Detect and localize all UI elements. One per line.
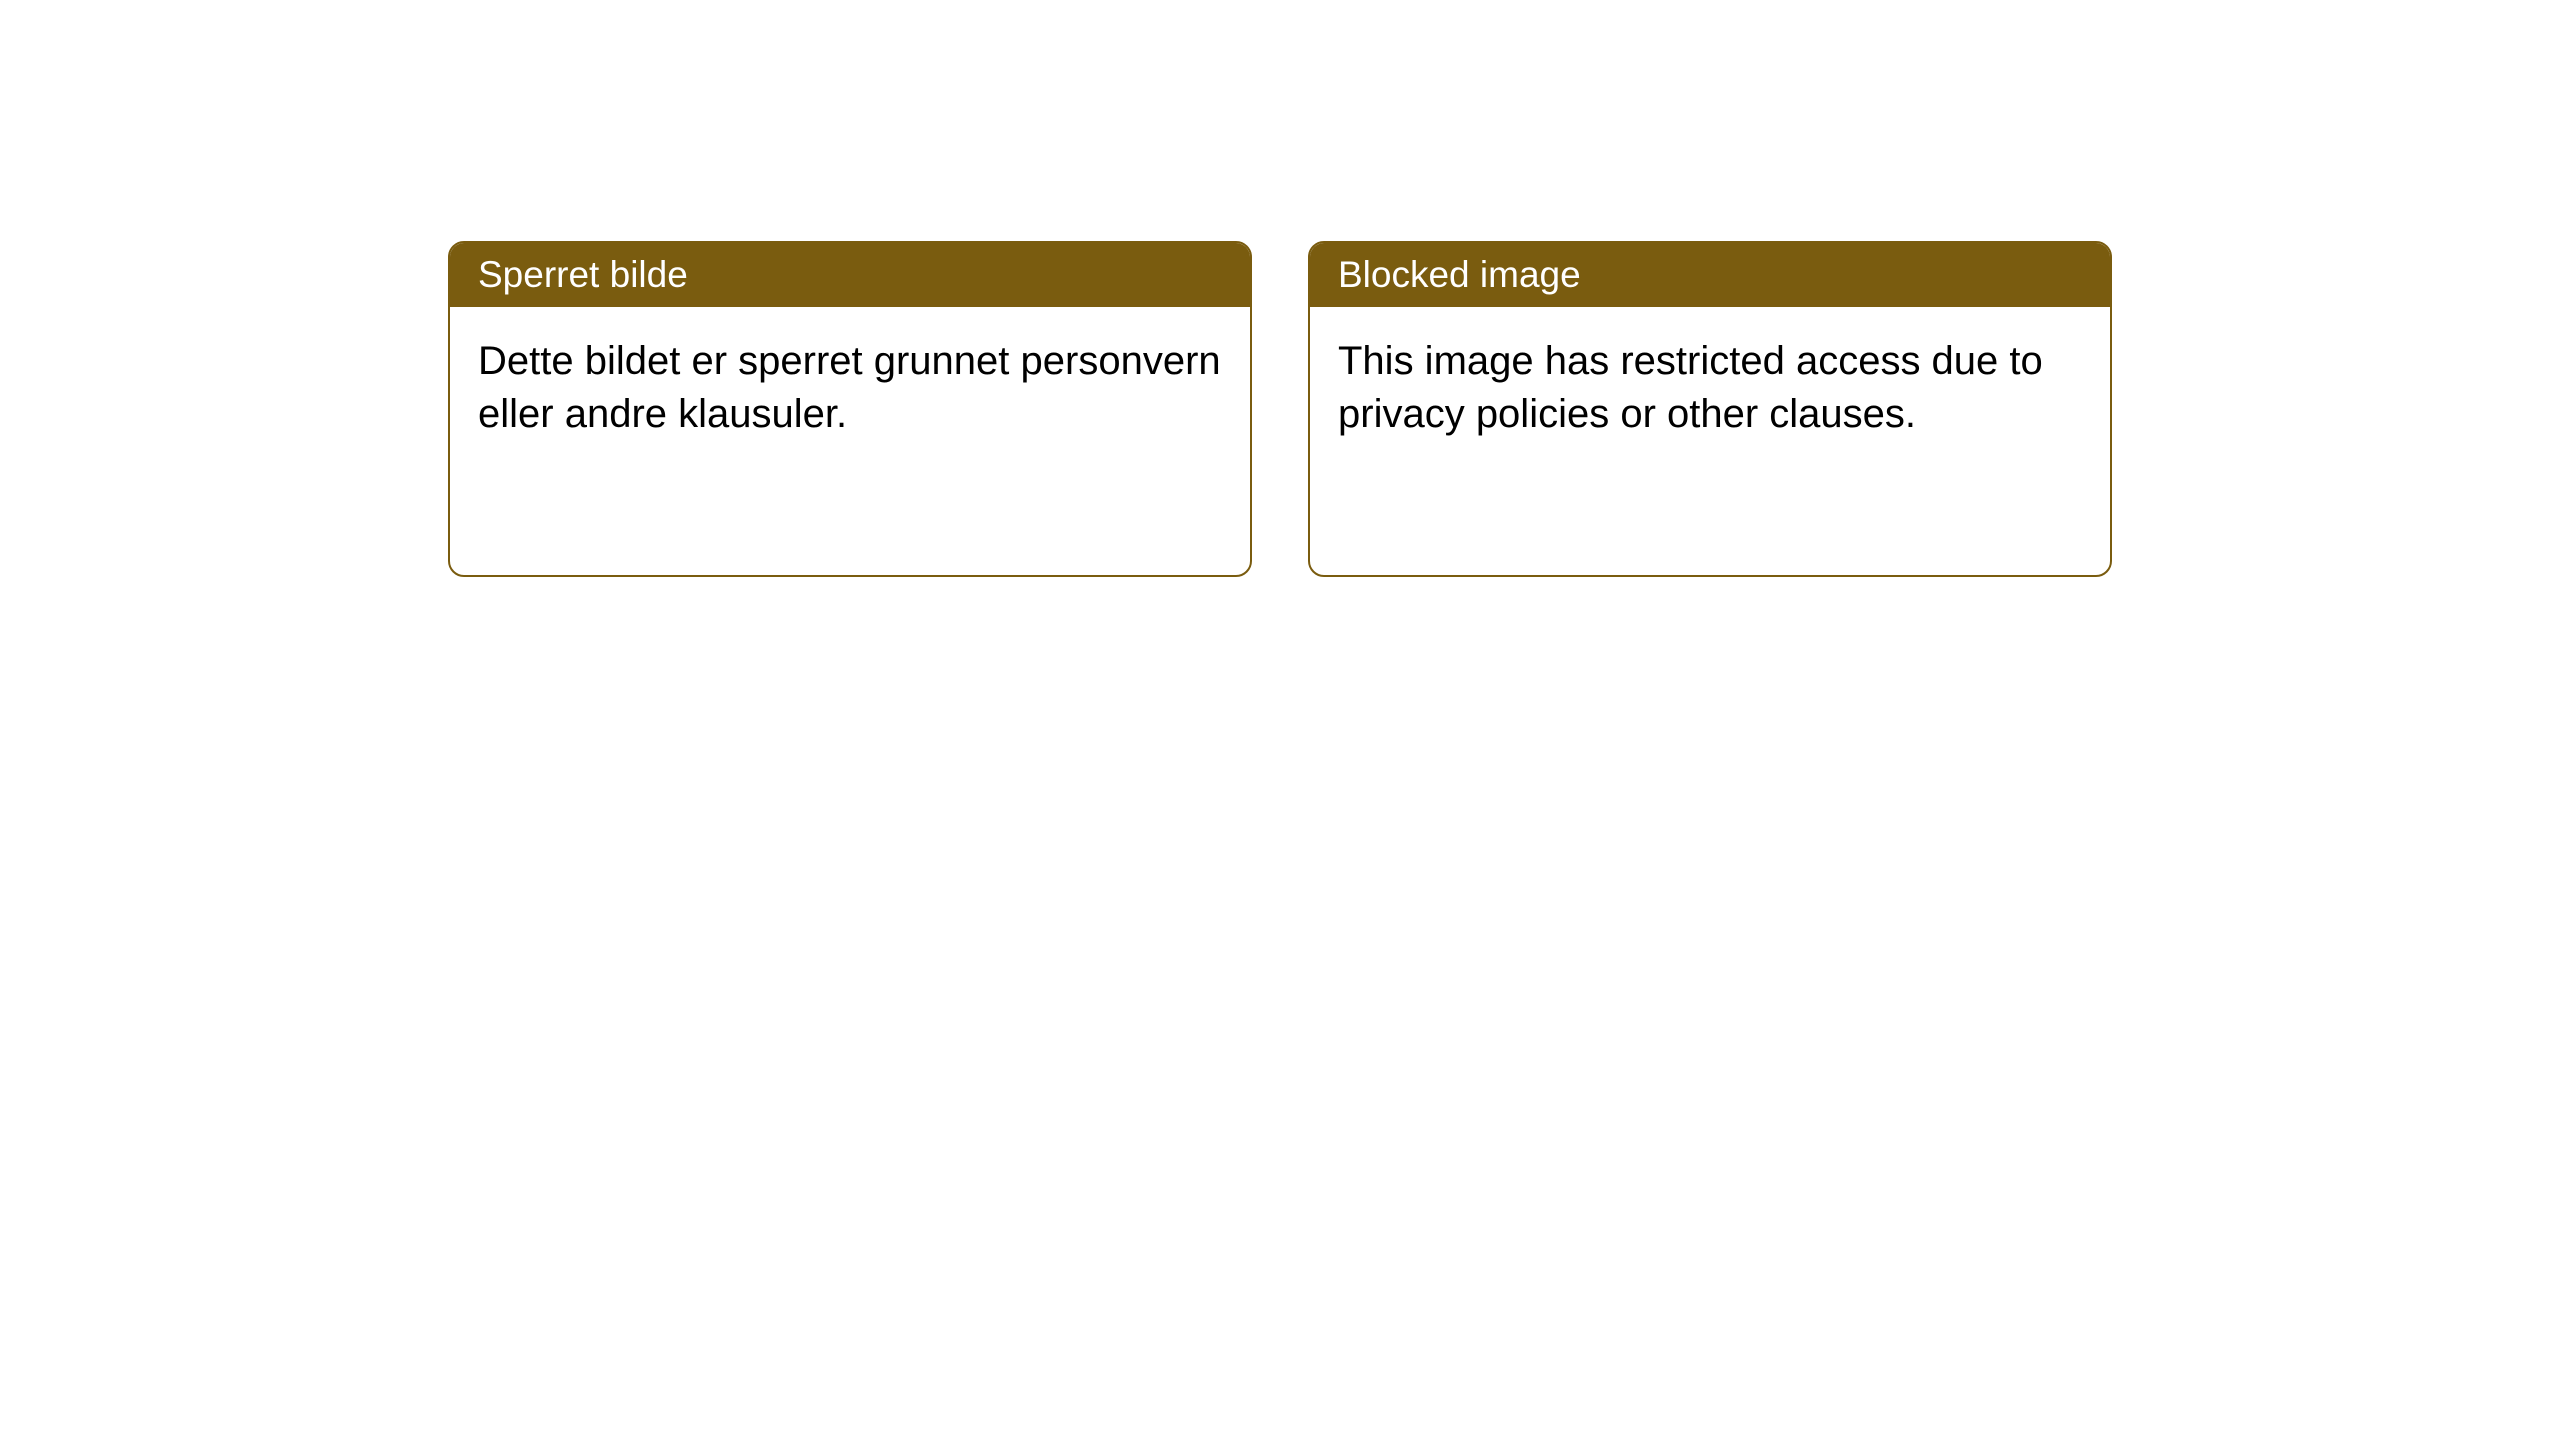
notice-container: Sperret bilde Dette bildet er sperret gr… [448, 241, 2112, 577]
notice-body: This image has restricted access due to … [1310, 307, 2110, 469]
notice-body: Dette bildet er sperret grunnet personve… [450, 307, 1250, 469]
notice-header: Blocked image [1310, 243, 2110, 307]
notice-header: Sperret bilde [450, 243, 1250, 307]
notice-card-norwegian: Sperret bilde Dette bildet er sperret gr… [448, 241, 1252, 577]
notice-card-english: Blocked image This image has restricted … [1308, 241, 2112, 577]
